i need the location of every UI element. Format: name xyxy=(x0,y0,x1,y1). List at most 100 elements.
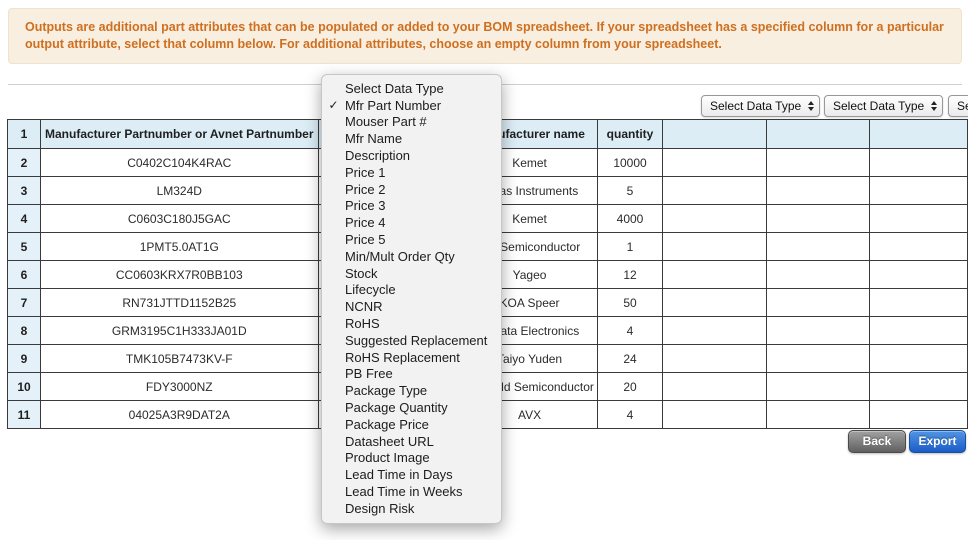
empty-cell xyxy=(766,344,870,373)
dropdown-option[interactable]: Mfr Name xyxy=(322,130,501,147)
empty-cell xyxy=(868,232,968,261)
part-number-cell: C0402C104K4RAC xyxy=(40,148,319,177)
column-data-type-select[interactable]: Select Data Type xyxy=(948,95,968,117)
quantity-cell: 4 xyxy=(596,316,664,345)
dropdown-option[interactable]: Package Type xyxy=(322,382,501,399)
dropdown-option-label: PB Free xyxy=(345,366,393,382)
column-header: Manufacturer Partnumber or Avnet Partnum… xyxy=(40,119,319,149)
select-value: Select Data Type xyxy=(833,99,925,113)
dropdown-option[interactable]: Lifecycle xyxy=(322,282,501,299)
empty-cell xyxy=(868,372,968,401)
empty-cell xyxy=(766,372,870,401)
part-number-cell: RN731JTTD1152B25 xyxy=(40,288,319,317)
column-data-type-select[interactable]: Select Data Type xyxy=(701,95,820,117)
dropdown-option[interactable]: Select Data Type xyxy=(322,80,501,97)
part-number-cell: CC0603KRX7R0BB103 xyxy=(40,260,319,289)
info-banner: Outputs are additional part attributes t… xyxy=(8,8,962,64)
empty-cell xyxy=(662,148,768,177)
quantity-cell: 12 xyxy=(596,260,664,289)
checkmark-icon: ✓ xyxy=(328,98,339,113)
empty-cell xyxy=(766,400,870,429)
dropdown-option[interactable]: Suggested Replacement xyxy=(322,332,501,349)
dropdown-option[interactable]: Lead Time in Weeks xyxy=(322,483,501,500)
empty-cell xyxy=(662,204,768,233)
column-header xyxy=(766,119,870,149)
dropdown-option[interactable]: Price 5 xyxy=(322,231,501,248)
dropdown-option[interactable]: Design Risk xyxy=(322,500,501,517)
table-row: 11 04025A3R9DAT2A AVX 4 xyxy=(7,400,968,429)
dropdown-option[interactable]: Price 2 xyxy=(322,181,501,198)
empty-cell xyxy=(662,400,768,429)
select-value: Select Data Type xyxy=(710,99,802,113)
empty-cell xyxy=(766,204,870,233)
dropdown-option[interactable]: ✓ Mfr Part Number xyxy=(322,97,501,114)
dropdown-option[interactable]: Package Price xyxy=(322,416,501,433)
dropdown-option[interactable]: Price 4 xyxy=(322,214,501,231)
dropdown-option[interactable]: Min/Mult Order Qty xyxy=(322,248,501,265)
empty-cell xyxy=(662,260,768,289)
dropdown-option[interactable]: Price 3 xyxy=(322,198,501,215)
empty-cell xyxy=(766,148,870,177)
up-down-stepper-icon xyxy=(931,101,937,111)
empty-cell xyxy=(766,316,870,345)
dropdown-option-label: Lead Time in Weeks xyxy=(345,484,463,500)
quantity-cell: 4000 xyxy=(596,204,664,233)
dropdown-option-label: Design Risk xyxy=(345,500,415,516)
empty-cell xyxy=(662,288,768,317)
back-button[interactable]: Back xyxy=(848,430,906,453)
dropdown-option[interactable]: NCNR xyxy=(322,298,501,315)
dropdown-option[interactable]: Product Image xyxy=(322,450,501,467)
dropdown-option[interactable]: Datasheet URL xyxy=(322,433,501,450)
dropdown-option-label: Datasheet URL xyxy=(345,433,434,449)
dropdown-option-label: RoHS Replacement xyxy=(345,349,460,365)
dropdown-option-label: Lead Time in Days xyxy=(345,467,453,483)
export-button[interactable]: Export xyxy=(909,430,966,453)
dropdown-option-label: Price 1 xyxy=(345,164,386,180)
row-number-cell: 9 xyxy=(7,344,41,373)
info-banner-text: Outputs are additional part attributes t… xyxy=(25,20,944,51)
empty-cell xyxy=(868,344,968,373)
column-header: quantity xyxy=(596,119,664,149)
dropdown-option[interactable]: RoHS xyxy=(322,315,501,332)
dropdown-option-label: RoHS xyxy=(345,316,380,332)
row-number-cell: 10 xyxy=(7,372,41,401)
column-data-type-select[interactable]: Select Data Type xyxy=(824,95,943,117)
empty-cell xyxy=(766,176,870,205)
empty-cell xyxy=(766,232,870,261)
dropdown-option-label: Package Quantity xyxy=(345,400,448,416)
dropdown-option-label: Price 3 xyxy=(345,198,386,214)
empty-cell xyxy=(766,260,870,289)
quantity-cell: 24 xyxy=(596,344,664,373)
dropdown-option-label: Lifecycle xyxy=(345,282,396,298)
empty-cell xyxy=(766,288,870,317)
empty-cell xyxy=(662,232,768,261)
dropdown-option[interactable]: Stock xyxy=(322,265,501,282)
dropdown-option-label: Package Price xyxy=(345,416,429,432)
dropdown-option-label: Stock xyxy=(345,265,378,281)
dropdown-option[interactable]: Lead Time in Days xyxy=(322,466,501,483)
dropdown-option[interactable]: Price 1 xyxy=(322,164,501,181)
dropdown-option-label: Price 4 xyxy=(345,215,386,231)
empty-cell xyxy=(662,176,768,205)
dropdown-option-label: Mfr Name xyxy=(345,131,403,147)
empty-cell xyxy=(868,316,968,345)
quantity-cell: 10000 xyxy=(596,148,664,177)
part-number-cell: LM324D xyxy=(40,176,319,205)
row-number-cell: 5 xyxy=(7,232,41,261)
dropdown-option[interactable]: Description xyxy=(322,147,501,164)
dropdown-option-label: Price 5 xyxy=(345,232,386,248)
dropdown-option[interactable]: Mouser Part # xyxy=(322,114,501,131)
up-down-stepper-icon xyxy=(808,101,814,111)
empty-cell xyxy=(868,148,968,177)
dropdown-option-label: Package Type xyxy=(345,383,428,399)
quantity-cell: 1 xyxy=(596,232,664,261)
dropdown-option[interactable]: RoHS Replacement xyxy=(322,349,501,366)
row-number-cell: 8 xyxy=(7,316,41,345)
empty-cell xyxy=(868,400,968,429)
dropdown-option[interactable]: PB Free xyxy=(322,366,501,383)
dropdown-option-label: Price 2 xyxy=(345,181,386,197)
dropdown-option[interactable]: Package Quantity xyxy=(322,399,501,416)
part-number-cell: C0603C180J5GAC xyxy=(40,204,319,233)
empty-cell xyxy=(868,176,968,205)
data-type-dropdown-menu: Select Data Type ✓ Mfr Part Number Mouser P… xyxy=(321,74,502,524)
